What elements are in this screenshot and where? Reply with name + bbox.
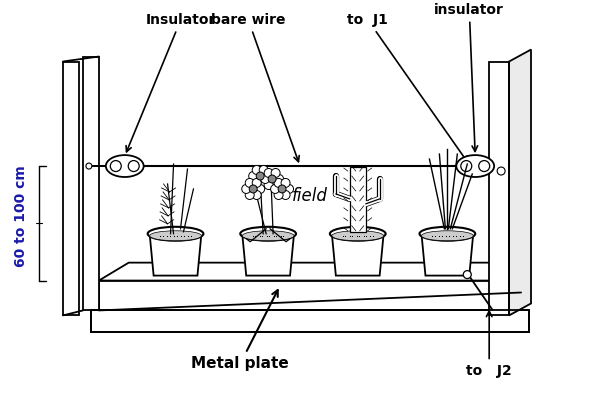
Ellipse shape bbox=[240, 227, 296, 241]
Circle shape bbox=[479, 161, 490, 171]
Ellipse shape bbox=[421, 231, 473, 241]
Text: to   J2: to J2 bbox=[466, 311, 512, 378]
Text: bare wire: bare wire bbox=[211, 13, 299, 162]
Circle shape bbox=[128, 161, 139, 171]
Circle shape bbox=[278, 185, 286, 193]
Circle shape bbox=[252, 191, 261, 199]
Circle shape bbox=[249, 171, 257, 180]
Circle shape bbox=[271, 185, 280, 194]
Text: Insulator: Insulator bbox=[126, 13, 216, 152]
Circle shape bbox=[252, 178, 261, 187]
Text: to  J1: to J1 bbox=[347, 13, 467, 162]
Polygon shape bbox=[491, 263, 521, 310]
Circle shape bbox=[256, 185, 265, 194]
Circle shape bbox=[252, 166, 261, 174]
Circle shape bbox=[252, 178, 261, 187]
Circle shape bbox=[245, 178, 254, 187]
Circle shape bbox=[259, 178, 268, 187]
Circle shape bbox=[249, 185, 257, 193]
Circle shape bbox=[110, 161, 121, 171]
Ellipse shape bbox=[419, 227, 475, 241]
Circle shape bbox=[275, 175, 284, 183]
Circle shape bbox=[245, 191, 254, 199]
Polygon shape bbox=[149, 234, 202, 276]
Ellipse shape bbox=[330, 227, 386, 241]
Polygon shape bbox=[350, 167, 366, 232]
Ellipse shape bbox=[148, 227, 203, 241]
Ellipse shape bbox=[242, 231, 294, 241]
Polygon shape bbox=[63, 62, 79, 315]
Polygon shape bbox=[242, 234, 294, 276]
Circle shape bbox=[264, 180, 273, 189]
Circle shape bbox=[86, 163, 92, 169]
Text: insulator: insulator bbox=[434, 3, 504, 152]
Ellipse shape bbox=[457, 155, 494, 177]
Polygon shape bbox=[509, 50, 531, 315]
Circle shape bbox=[260, 175, 269, 183]
Circle shape bbox=[259, 166, 268, 174]
Circle shape bbox=[463, 270, 471, 279]
Circle shape bbox=[281, 178, 290, 187]
Polygon shape bbox=[91, 310, 529, 332]
Circle shape bbox=[271, 169, 280, 178]
Circle shape bbox=[461, 161, 472, 171]
Circle shape bbox=[271, 180, 280, 189]
Polygon shape bbox=[421, 234, 473, 276]
Ellipse shape bbox=[106, 155, 143, 177]
Circle shape bbox=[264, 169, 273, 178]
Circle shape bbox=[274, 178, 283, 187]
Circle shape bbox=[242, 185, 251, 194]
Text: 60 to 100 cm: 60 to 100 cm bbox=[14, 165, 28, 267]
Polygon shape bbox=[83, 57, 99, 310]
Circle shape bbox=[268, 175, 276, 183]
Circle shape bbox=[284, 185, 293, 194]
Polygon shape bbox=[99, 281, 491, 310]
Circle shape bbox=[274, 191, 283, 199]
Ellipse shape bbox=[332, 231, 383, 241]
Text: field: field bbox=[292, 187, 328, 205]
Circle shape bbox=[263, 171, 272, 180]
Text: Metal plate: Metal plate bbox=[191, 290, 289, 371]
Polygon shape bbox=[332, 234, 383, 276]
Polygon shape bbox=[489, 62, 509, 315]
Polygon shape bbox=[99, 263, 521, 281]
Circle shape bbox=[281, 191, 290, 199]
Ellipse shape bbox=[149, 231, 202, 241]
Circle shape bbox=[256, 172, 264, 180]
Circle shape bbox=[497, 167, 505, 175]
